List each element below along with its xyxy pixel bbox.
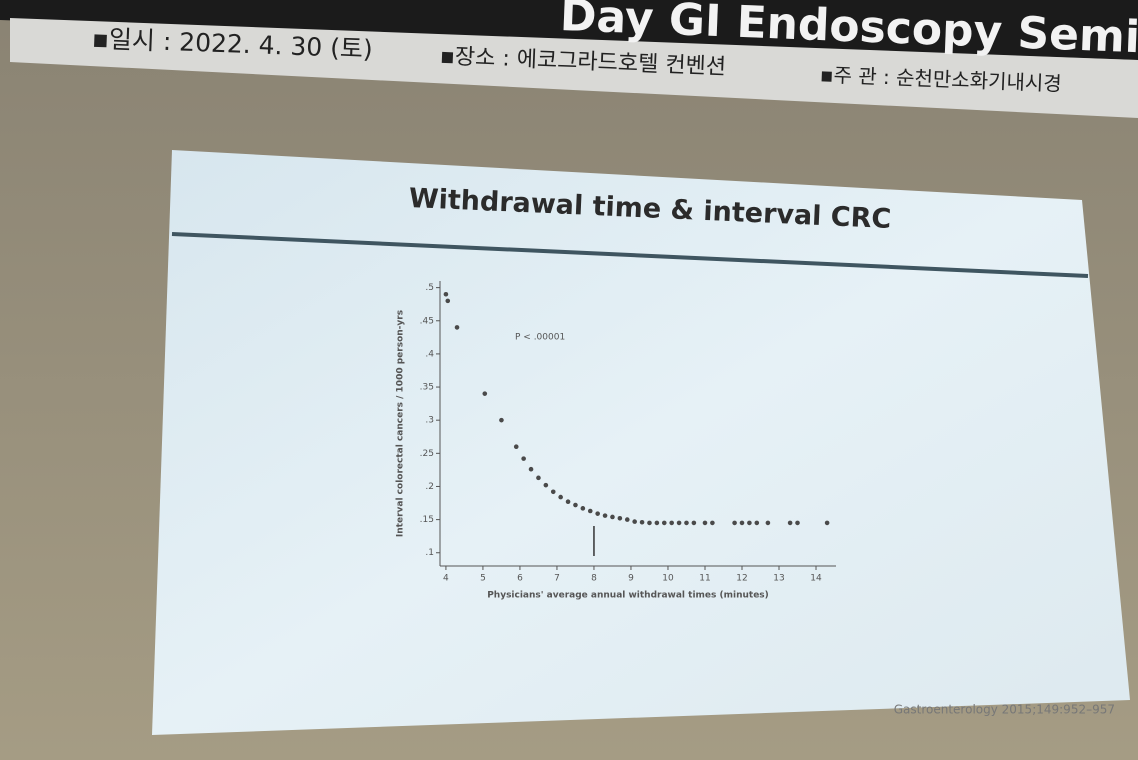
- y-tick-label: .1: [425, 548, 434, 558]
- source: Gastroenterology 2015;149:952–957: [894, 703, 1115, 717]
- point: [528, 466, 534, 472]
- chart: .1 .15 .2 .25 .3 .35 .4 .45 .5 4 5 6 7 8 9 10 11 12 13 14 Ph…: [396, 281, 836, 601]
- x-tick-label: 12: [736, 574, 747, 584]
- x-tick-label: 14: [810, 574, 822, 584]
- x-tick-label: 9: [628, 574, 634, 584]
- point: [654, 520, 660, 526]
- point: [587, 508, 593, 514]
- x-tick-label: 7: [554, 574, 560, 584]
- point: [573, 502, 578, 508]
- y-tick-label: .25: [420, 449, 434, 459]
- point: [617, 515, 623, 521]
- point: [595, 511, 600, 516]
- point: [732, 520, 737, 526]
- y-tick-label: .45: [420, 316, 434, 326]
- x-tick-label: 6: [517, 574, 523, 584]
- y-tick-label: .4: [425, 349, 434, 359]
- point: [684, 520, 689, 526]
- y-tick-label: .2: [425, 482, 434, 492]
- point: [445, 298, 451, 304]
- point: [513, 444, 519, 449]
- x-tick-label: 5: [480, 574, 486, 584]
- point: [632, 519, 637, 524]
- y-tick-label: .3: [425, 416, 434, 426]
- annotation: P < .00001: [515, 333, 565, 343]
- point: [550, 489, 556, 495]
- point: [580, 506, 586, 511]
- point: [710, 520, 715, 526]
- x-tick-label: 13: [773, 574, 784, 584]
- point: [543, 482, 549, 488]
- point: [669, 520, 674, 526]
- x-axis-label: Physicians' average annual withdrawal ti…: [487, 591, 769, 601]
- point: [795, 520, 800, 526]
- point: [765, 520, 771, 526]
- y-tick-label: .35: [420, 383, 434, 393]
- x-tick-label: 10: [662, 574, 674, 584]
- point: [702, 520, 708, 526]
- point: [676, 520, 682, 526]
- point: [787, 520, 793, 526]
- point: [824, 520, 830, 526]
- x-tick-label: 4: [443, 574, 449, 584]
- point: [661, 520, 667, 526]
- slide: [152, 150, 1130, 735]
- point: [521, 456, 526, 461]
- point: [565, 499, 571, 505]
- point: [639, 519, 645, 525]
- point: [747, 520, 752, 526]
- point: [610, 514, 615, 520]
- y-axis-label: Interval colorectal cancers / 1000 perso…: [396, 310, 406, 537]
- point: [754, 520, 760, 526]
- slide-rule: [171, 232, 1089, 278]
- point: [602, 513, 608, 518]
- point: [624, 517, 630, 522]
- point: [691, 520, 697, 526]
- point: [499, 417, 504, 423]
- y-tick-label: .15: [420, 515, 434, 525]
- point: [647, 520, 652, 526]
- banner-dark: [0, 0, 1138, 60]
- point: [739, 520, 745, 526]
- point: [536, 475, 541, 481]
- x-tick-label: 8: [591, 574, 597, 584]
- banner-strip: [10, 18, 1138, 118]
- point: [443, 291, 449, 297]
- point: [454, 325, 460, 330]
- y-tick-label: .5: [425, 283, 434, 293]
- x-tick-label: 11: [699, 574, 710, 584]
- point: [482, 391, 488, 396]
- point: [558, 494, 563, 500]
